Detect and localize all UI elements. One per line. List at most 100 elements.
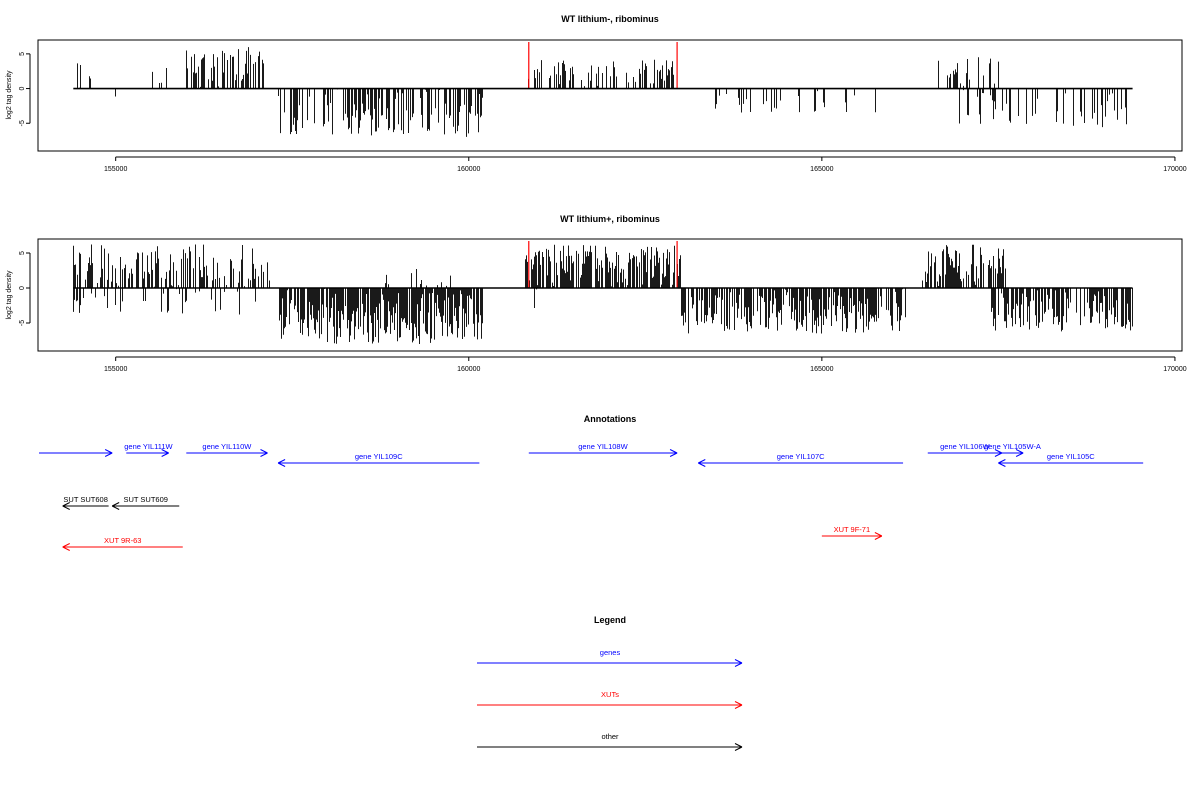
- arrow-head: [734, 701, 743, 706]
- x-tick-label: 155000: [104, 366, 127, 373]
- arrow-head: [998, 462, 1006, 467]
- x-tick-label: 170000: [1163, 166, 1186, 173]
- legend-label-other: other: [601, 732, 619, 741]
- x-tick-label: 160000: [457, 166, 480, 173]
- arrow-head: [1015, 452, 1024, 457]
- y-axis: 5 0 -5: [19, 251, 31, 326]
- feature-label: gene YIL105W-A: [984, 442, 1041, 451]
- arrow-head: [994, 452, 1003, 457]
- panel-title: WT lithium-, ribominus: [561, 14, 659, 24]
- feature-arrow: [927, 449, 1003, 457]
- y-tick-label: 5: [19, 251, 26, 255]
- coverage-panel-lithium-plus: WT lithium+, ribominus log2 tag density …: [6, 214, 1187, 373]
- y-tick-label: -5: [19, 320, 26, 326]
- arrow-head: [104, 449, 113, 454]
- feature-label: XUT 9R-63: [104, 536, 141, 545]
- minus-strand-bars: [73, 288, 1133, 344]
- x-tick-label: 160000: [457, 366, 480, 373]
- arrow-head: [62, 505, 70, 510]
- feature-arrow: [821, 532, 883, 540]
- feature-label: gene YIL109C: [355, 452, 403, 461]
- arrow-head: [669, 452, 678, 457]
- arrow-head: [698, 462, 706, 467]
- arrow-head: [62, 546, 70, 551]
- arrow-head: [669, 449, 678, 454]
- feature-arrow: [62, 543, 183, 551]
- feature-arrow: [62, 502, 109, 510]
- arrow-head: [260, 452, 268, 457]
- feature-arrow: [39, 449, 113, 457]
- y-axis: 5 0 -5: [19, 52, 31, 126]
- feature-label: gene YIL110W: [202, 442, 252, 451]
- feature-arrow: [111, 502, 180, 510]
- x-axis: 155000 160000 165000 170000: [104, 156, 1187, 173]
- plot-frame: [37, 39, 1183, 152]
- feature-label: gene YIL111W: [124, 442, 173, 451]
- arrow-head: [874, 532, 883, 537]
- x-tick-label: 165000: [810, 366, 833, 373]
- legend-title: Legend: [594, 615, 626, 625]
- arrow-head: [734, 704, 743, 709]
- arrow-head: [734, 659, 743, 664]
- y-tick-label: 0: [19, 87, 26, 91]
- x-tick-label: 170000: [1163, 366, 1186, 373]
- legend-label-genes: genes: [600, 648, 621, 657]
- coverage-panel-lithium-minus: WT lithium-, ribominus log2 tag density …: [6, 14, 1187, 173]
- feature-label: gene YIL106W: [940, 442, 990, 451]
- feature-arrow: [277, 459, 480, 467]
- feature-arrow: [698, 459, 904, 467]
- x-axis: 155000 160000 165000 170000: [104, 356, 1187, 373]
- arrow-head: [698, 459, 706, 464]
- feature-arrow: [528, 449, 678, 457]
- arrow-head: [277, 462, 286, 467]
- legend-arrow-XUTs: [477, 701, 743, 709]
- annotations-track: Annotations gene YIL111W gene YIL110W gene…: [39, 414, 1144, 551]
- feature-label: SUT SUT608: [63, 495, 107, 504]
- feature-arrow: [998, 459, 1144, 467]
- plot-frame: [37, 238, 1183, 352]
- arrow-head: [998, 459, 1006, 464]
- arrow-head: [734, 746, 743, 751]
- feature-label: SUT SUT609: [123, 495, 167, 504]
- arrow-head: [62, 543, 70, 548]
- feature-label: gene YIL108W: [578, 442, 628, 451]
- y-tick-label: 5: [19, 52, 26, 56]
- arrow-head: [104, 452, 113, 457]
- legend-arrow-other: [477, 743, 743, 751]
- arrow-head: [111, 502, 120, 507]
- x-tick-label: 155000: [104, 166, 127, 173]
- y-tick-label: -5: [19, 120, 26, 126]
- x-tick-label: 165000: [810, 166, 833, 173]
- plus-strand-bars: [73, 244, 1006, 288]
- arrow-head: [734, 662, 743, 667]
- plus-strand-bars: [77, 47, 999, 89]
- minus-strand-bars: [115, 88, 1127, 137]
- annotations-title: Annotations: [584, 414, 637, 424]
- legend-label-XUTs: XUTs: [601, 690, 619, 699]
- legend: Legend genes XUTs other: [477, 615, 743, 751]
- feature-label: gene YIL105C: [1047, 452, 1095, 461]
- arrow-head: [1015, 449, 1024, 454]
- panel-title: WT lithium+, ribominus: [560, 214, 660, 224]
- region-markers: [528, 42, 678, 89]
- arrow-head: [994, 449, 1003, 454]
- feature-arrow: [186, 449, 268, 457]
- feature-arrow: [1001, 449, 1024, 457]
- y-tick-label: 0: [19, 286, 26, 290]
- arrow-head: [260, 449, 268, 454]
- y-axis-label: log2 tag density: [6, 270, 13, 320]
- feature-label: XUT 9F-71: [834, 525, 871, 534]
- arrow-head: [62, 502, 70, 507]
- legend-arrow-genes: [477, 659, 743, 667]
- feature-arrow: [126, 449, 169, 457]
- arrow-head: [874, 535, 883, 540]
- arrow-head: [161, 452, 169, 457]
- arrow-head: [277, 459, 286, 464]
- arrow-head: [734, 743, 743, 748]
- region-markers: [528, 241, 678, 288]
- arrow-head: [161, 449, 169, 454]
- feature-label: gene YIL107C: [777, 452, 825, 461]
- arrow-head: [111, 505, 120, 510]
- y-axis-label: log2 tag density: [6, 70, 13, 120]
